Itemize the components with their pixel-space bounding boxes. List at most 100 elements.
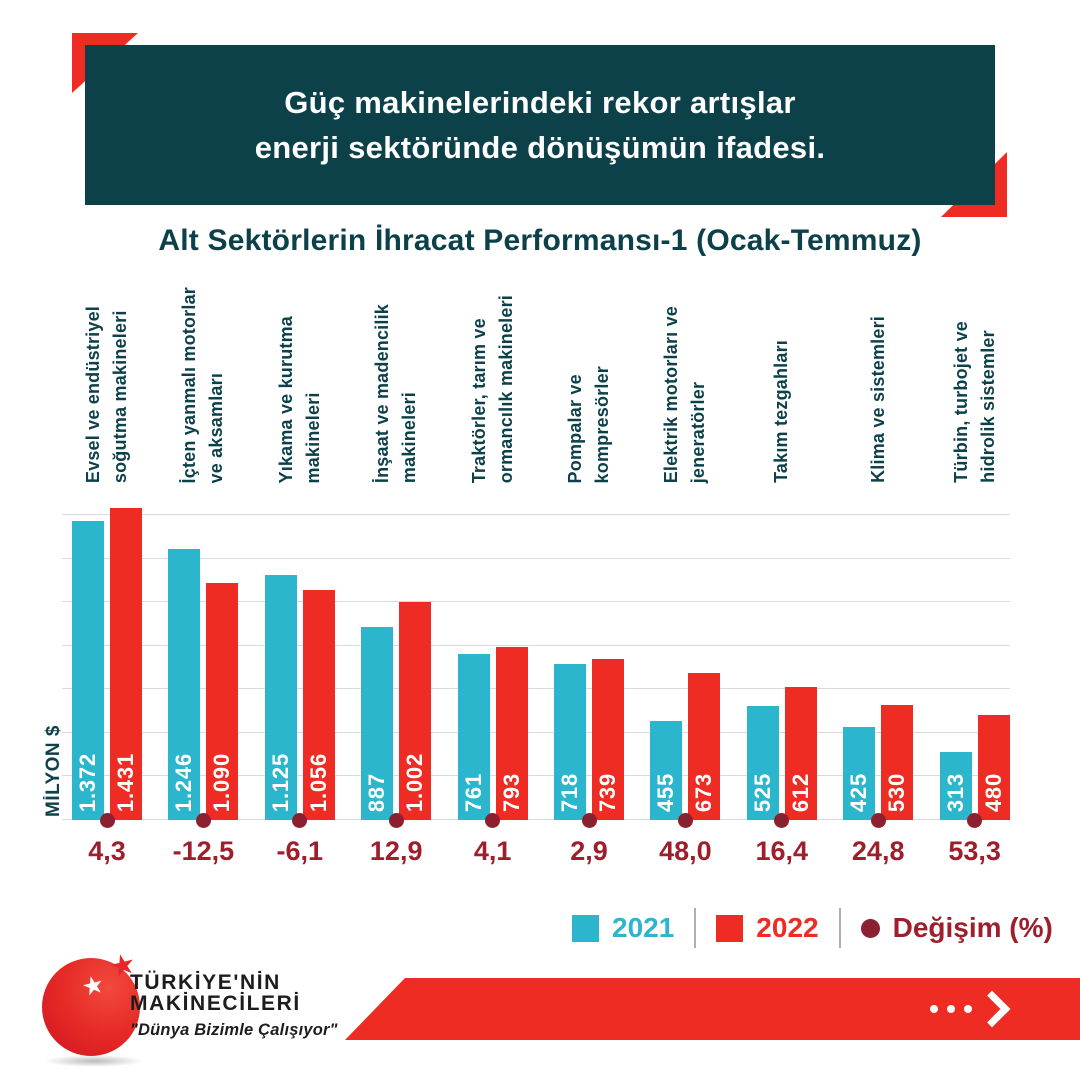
legend-label: Değişim (%) (892, 912, 1053, 943)
legend: 2021 2022 Değişim (%) (572, 903, 1053, 953)
bar-2021: 455 (650, 720, 683, 820)
category-label-text: Traktörler, tarım ve ormancılık makinele… (468, 294, 516, 483)
category-label-text: İnşaat ve madencilik makineleri (372, 303, 420, 483)
bar-value-label: 530 (884, 772, 910, 812)
logo-slogan: "Dünya Bizimle Çalışıyor" (130, 1021, 338, 1039)
brand-logo: ★ ★ TÜRKİYE'NİN MAKİNECİLERİ "Dünya Bizi… (36, 947, 366, 1068)
bar-value-label: 612 (787, 772, 813, 812)
category-label-text: Takım tezgahları (771, 340, 792, 483)
change-value: -6,1 (276, 836, 324, 866)
bar-value-label: 793 (498, 772, 524, 812)
arrow-dot-icon (964, 1005, 972, 1013)
bar-value-label: 1.090 (209, 752, 235, 812)
logo-name-line-1: TÜRKİYE'NİN (130, 971, 281, 994)
legend-label: 2021 (612, 912, 675, 943)
bar-2022: 480 (977, 715, 1010, 820)
bar-2022: 793 (495, 647, 528, 820)
bar-value-label: 313 (942, 772, 968, 812)
plot-area: 1.372 1.431 1.246 1.090 1.125 1.056 887 1.002 76… (62, 500, 1010, 828)
legend-swatch-2022 (716, 914, 744, 942)
category-label-text: Elektrik motorları ve jeneratörler (661, 305, 709, 483)
change-value: 53,3 (948, 836, 1001, 866)
bar-2022: 612 (784, 686, 817, 820)
change-dot-icon (581, 813, 597, 828)
change-dot-icon (870, 813, 886, 828)
change-dot-icon (774, 813, 790, 828)
legend-swatch-2021 (572, 914, 599, 942)
bar-2022: 1.002 (399, 601, 432, 820)
gridline (62, 557, 1010, 559)
header-banner: Güç makinelerindeki rekor artışlar enerj… (85, 45, 995, 205)
gridline (62, 644, 1010, 646)
category-label: İçten yanmalı motorlar ve aksamları (168, 276, 238, 483)
logo-name-line-2: MAKİNECİLERİ (130, 992, 301, 1015)
chart-title: Alt Sektörlerin İhracat Performansı-1 (O… (158, 224, 922, 257)
footer-banner (345, 978, 1080, 1040)
bar-value-label: 761 (460, 772, 486, 812)
arrow-dot-icon (930, 1005, 938, 1013)
bar-2022: 1.090 (206, 582, 239, 820)
gridline (62, 514, 1010, 515)
bar-value-label: 1.002 (402, 752, 428, 812)
category-label: Klima ve sistemleri (843, 276, 913, 483)
change-value: -12,5 (172, 836, 235, 866)
change-value: 4,1 (473, 836, 512, 866)
change-dot-icon (195, 813, 211, 828)
bar-2021: 1.125 (264, 574, 297, 820)
category-label: Yıkama ve kurutma makineleri (265, 276, 335, 483)
bar-value-label: 525 (749, 772, 775, 812)
change-value: 4,3 (88, 836, 126, 866)
category-label-text: Yıkama ve kurutma makineleri (275, 315, 323, 483)
category-label-text: Pompalar ve kompresörler (565, 365, 612, 483)
change-value: 24,8 (851, 836, 905, 866)
bar-value-label: 1.125 (267, 752, 293, 812)
category-labels: Evsel ve endüstriyel soğutma makineleri İ… (62, 276, 1010, 483)
bar-value-label: 1.246 (171, 752, 197, 812)
category-label: Elektrik motorları ve jeneratörler (650, 276, 720, 483)
change-dot-icon (967, 813, 983, 828)
bar-value-label: 673 (691, 772, 717, 812)
change-dot-icon (485, 813, 501, 828)
category-label-text: Evsel ve endüstriyel soğutma makineleri (83, 305, 130, 483)
bar-2021: 1.246 (168, 548, 201, 820)
category-label: Pompalar ve kompresörler (554, 276, 624, 483)
legend-swatch-de-i-im- (860, 918, 880, 938)
legend-label: 2022 (756, 912, 819, 943)
change-value: 2,9 (570, 836, 608, 866)
gridline (62, 601, 1010, 603)
next-arrow-button[interactable] (930, 990, 1011, 1028)
bar-2022: 673 (688, 673, 721, 820)
change-dot-icon (99, 813, 115, 828)
change-value: 12,9 (369, 836, 423, 866)
header-line-1: Güç makinelerindeki rekor artışlar (284, 85, 796, 120)
gridline (62, 775, 1010, 777)
bar-2021: 761 (457, 654, 490, 820)
bar-2021: 313 (939, 751, 972, 820)
bar-value-label: 455 (653, 772, 679, 812)
logo-shadow (44, 1055, 144, 1067)
change-dot-icon (388, 813, 404, 828)
category-label: Türbin, turbojet ve hidrolik sistemler (940, 276, 1010, 483)
bar-value-label: 887 (364, 772, 390, 812)
bar-2021: 1.372 (72, 521, 104, 820)
category-label-text: Türbin, turbojet ve hidrolik sistemler (950, 321, 998, 483)
category-label: Takım tezgahları (747, 276, 817, 483)
bar-value-label: 1.431 (113, 752, 138, 812)
logo-text: TÜRKİYE'NİN MAKİNECİLERİ "Dünya Bizimle … (130, 972, 338, 1040)
bar-value-label: 1.372 (75, 752, 100, 812)
change-dot-icon (292, 813, 308, 828)
legend-separator (694, 908, 697, 948)
category-label-text: İçten yanmalı motorlar ve aksamları (179, 286, 227, 483)
bar-value-label: 1.056 (305, 752, 331, 812)
legend-separator (838, 908, 841, 948)
bar-2021: 525 (746, 705, 779, 820)
bar-2022: 739 (592, 659, 624, 820)
bar-value-label: 718 (557, 772, 582, 812)
bar-value-label: 739 (595, 772, 620, 812)
change-value: 48,0 (659, 836, 712, 866)
bar-2021: 887 (361, 626, 394, 820)
gridline (62, 688, 1010, 690)
bar-2021: 425 (843, 727, 876, 820)
gridline (62, 819, 1010, 820)
gridline (62, 731, 1010, 733)
